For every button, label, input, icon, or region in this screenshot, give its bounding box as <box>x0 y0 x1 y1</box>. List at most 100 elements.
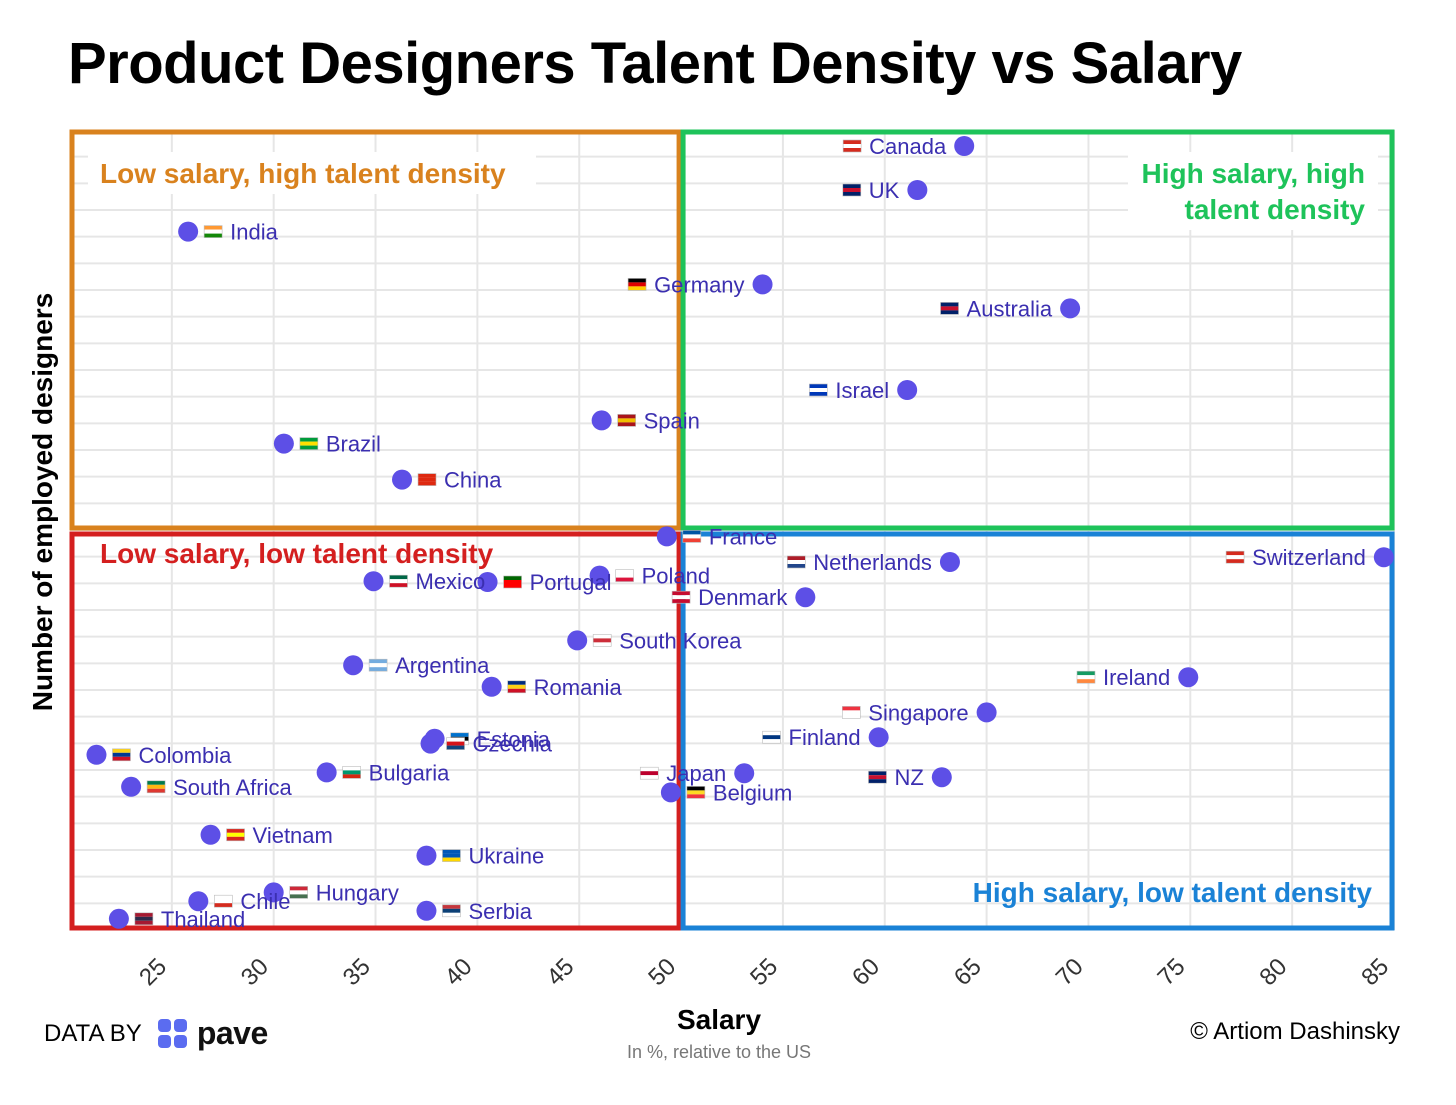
flag-france-icon <box>682 530 702 543</box>
point-south-africa <box>121 776 142 797</box>
quadrant-label-bottom-right: High salary, low talent density <box>973 877 1373 908</box>
x-tick-60: 60 <box>847 953 885 991</box>
point-france <box>656 526 677 547</box>
quadrant-label-bg <box>1128 152 1378 230</box>
point-vietnam <box>200 824 221 845</box>
flag-poland-icon <box>615 569 634 582</box>
pave-brand-name: pave <box>196 1015 268 1051</box>
flag-brazil-icon <box>299 437 319 450</box>
point-serbia <box>416 900 437 921</box>
label-belgium: Belgium <box>713 780 792 805</box>
data-by-label: DATA BY <box>44 1019 142 1047</box>
data-credit: DATA BY pave <box>44 1015 268 1052</box>
point-romania <box>481 676 502 697</box>
label-south-korea: South Korea <box>619 628 742 653</box>
point-thailand <box>108 908 129 929</box>
label-colombia: Colombia <box>138 743 232 768</box>
label-finland: Finland <box>789 725 861 750</box>
point-australia <box>1060 298 1081 319</box>
point-chile <box>188 891 209 912</box>
point-bulgaria <box>316 762 337 783</box>
x-tick-85: 85 <box>1356 953 1394 991</box>
quadrant-frame-bottom-left <box>69 531 682 931</box>
x-tick-50: 50 <box>643 953 681 991</box>
x-tick-labels: 25 30 35 40 45 50 55 60 65 70 75 80 85 <box>134 953 1394 991</box>
label-chile: Chile <box>240 889 290 914</box>
flag-hungary-icon <box>289 886 308 899</box>
point-china <box>392 469 413 490</box>
label-israel: Israel <box>835 378 889 403</box>
point-argentina <box>343 655 364 676</box>
label-hungary: Hungary <box>316 880 399 905</box>
label-portugal: Portugal <box>530 570 612 595</box>
author-credit: © Artiom Dashinsky <box>1190 1018 1400 1045</box>
x-axis-label: Salary <box>676 1004 762 1035</box>
flag-japan-icon <box>639 766 659 780</box>
point-portugal <box>477 572 498 592</box>
flag-singapore-icon <box>842 706 861 719</box>
x-tick-70: 70 <box>1051 953 1089 991</box>
label-china: China <box>444 468 502 493</box>
flag-south-korea-icon <box>592 634 612 647</box>
label-serbia: Serbia <box>468 899 532 924</box>
y-axis-label: Number of employed designers <box>27 293 58 712</box>
x-tick-80: 80 <box>1254 953 1292 991</box>
label-netherlands: Netherlands <box>813 550 932 575</box>
label-switzerland: Switzerland <box>1252 545 1366 570</box>
x-tick-75: 75 <box>1153 953 1191 991</box>
label-france: France <box>709 524 777 549</box>
flag-thailand-icon <box>134 912 154 926</box>
label-bulgaria: Bulgaria <box>369 760 450 785</box>
point-czechia <box>420 733 441 754</box>
point-israel <box>897 380 918 400</box>
flag-denmark-icon <box>671 590 691 604</box>
label-india: India <box>230 220 278 245</box>
quadrant-frame-top-right <box>680 129 1395 531</box>
label-argentina: Argentina <box>395 653 490 678</box>
flag-ireland-icon <box>1076 670 1096 684</box>
point-singapore <box>976 702 997 723</box>
point-finland <box>868 727 889 748</box>
point-india <box>178 221 199 242</box>
flag-belgium-icon <box>686 786 706 799</box>
quadrant-label-top-left: Low salary, high talent density <box>100 158 506 189</box>
data-labels: Canada UK India Germany Australia Israel Spain… <box>112 134 1366 932</box>
x-tick-55: 55 <box>745 953 783 991</box>
point-switzerland <box>1373 547 1394 568</box>
point-canada <box>954 136 975 156</box>
label-czechia: Czechia <box>473 732 553 757</box>
flag-india-icon <box>203 225 223 238</box>
point-spain <box>591 410 612 431</box>
label-brazil: Brazil <box>326 432 381 457</box>
x-tick-40: 40 <box>440 953 478 991</box>
data-points <box>86 136 1394 929</box>
label-thailand: Thailand <box>161 907 245 932</box>
label-ukraine: Ukraine <box>468 844 544 869</box>
flag-south-africa-icon <box>146 780 166 794</box>
quadrant-labels: Low salary, high talent density High sala… <box>88 152 1378 908</box>
label-poland: Poland <box>642 564 711 589</box>
point-denmark <box>795 587 816 608</box>
label-japan: Japan <box>666 761 726 786</box>
flag-colombia-icon <box>112 748 131 762</box>
flag-bulgaria-icon <box>342 766 361 779</box>
quadrant-label-bottom-left: Low salary, low talent density <box>100 538 494 569</box>
flag-china-icon <box>417 473 437 486</box>
x-tick-25: 25 <box>134 953 172 991</box>
point-poland <box>589 565 610 586</box>
x-tick-35: 35 <box>338 953 376 991</box>
label-vietnam: Vietnam <box>253 823 333 848</box>
point-ireland <box>1178 667 1199 688</box>
flag-uk-icon <box>842 183 862 197</box>
flag-portugal-icon <box>503 575 522 589</box>
flag-netherlands-icon <box>787 555 806 569</box>
label-romania: Romania <box>534 675 623 700</box>
pave-logo-icon <box>157 1019 187 1048</box>
chart-title: Product Designers Talent Density vs Sala… <box>68 31 1242 96</box>
quadrant-frame-top-left <box>69 129 682 531</box>
point-germany <box>752 274 773 295</box>
flag-serbia-icon <box>442 904 461 918</box>
x-tick-45: 45 <box>541 953 579 991</box>
flag-nz-icon <box>868 770 887 784</box>
